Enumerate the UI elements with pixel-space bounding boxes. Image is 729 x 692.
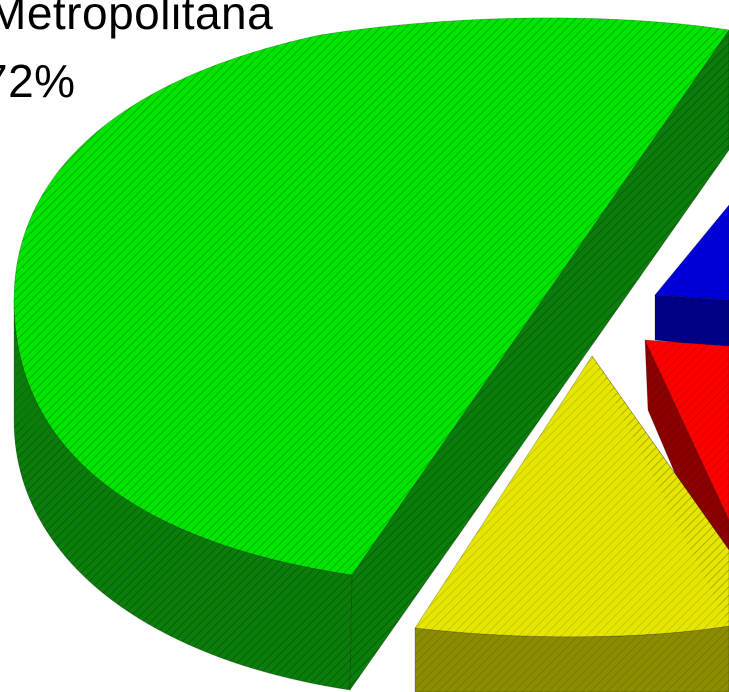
pie-slice-blue: [654, 204, 729, 349]
pie-slice-red-top-texture: [645, 340, 729, 520]
pie-slice-green-cut-texture: [350, 30, 729, 690]
pie-slice-green-side-texture: [14, 300, 352, 690]
slice-label-name: Metropolitana: [0, 0, 274, 39]
pie-slice-blue-top-texture: [655, 205, 729, 300]
pie-slice-yellow-top-texture: [415, 356, 729, 637]
pie-slice-yellow-side-texture: [415, 626, 729, 692]
slice-label-percent: 72%: [0, 55, 76, 107]
pie-slice-blue-side-texture: [655, 295, 729, 348]
pie-slice-green-top-texture: [14, 17, 729, 575]
pie-slice-yellow: [414, 355, 729, 692]
